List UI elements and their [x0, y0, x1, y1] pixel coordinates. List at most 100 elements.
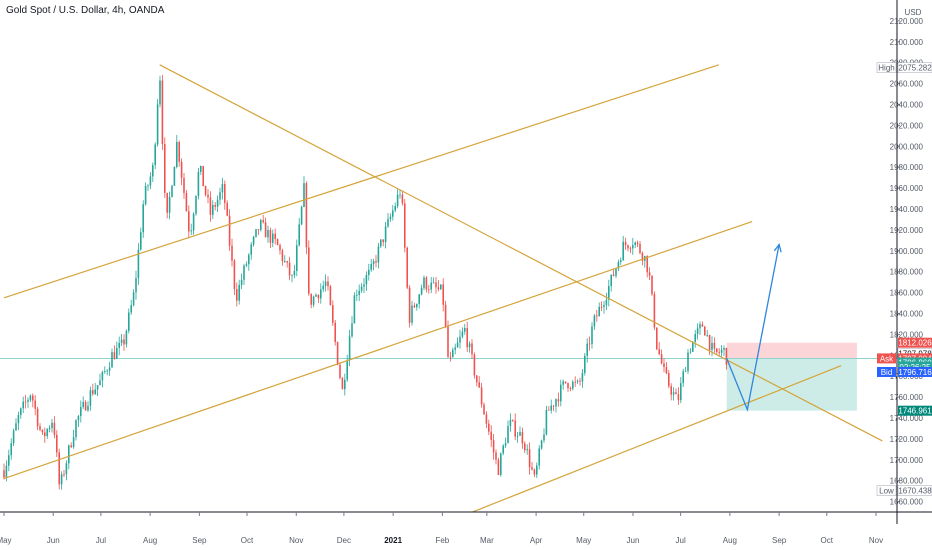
candle-body — [668, 373, 670, 387]
candle-body — [380, 239, 382, 247]
candle-body — [408, 287, 411, 323]
candle-body — [72, 437, 75, 448]
candle-body — [329, 286, 332, 306]
candle-body — [142, 204, 144, 233]
candle-body — [200, 166, 202, 172]
candle-body — [130, 305, 132, 313]
candle-body — [560, 384, 562, 402]
stop-loss-zone — [726, 342, 857, 359]
candle-body — [118, 342, 120, 349]
candle-body — [442, 284, 444, 305]
candle-body — [322, 285, 324, 290]
candle-body — [137, 249, 140, 278]
candle-body — [168, 196, 171, 213]
candle-body — [262, 220, 264, 223]
candle-body — [152, 165, 154, 177]
candle-body — [77, 416, 80, 421]
candle-body — [159, 80, 161, 105]
candle-body — [464, 328, 466, 332]
candle-body — [605, 299, 608, 306]
y-tick-label: 1840.000 — [890, 309, 924, 318]
candle-body — [617, 262, 620, 269]
candle-body — [32, 395, 34, 401]
candle-body — [248, 254, 250, 265]
candle-body — [555, 399, 557, 407]
candle-body — [504, 443, 507, 446]
candle-body — [17, 415, 20, 424]
candle-body — [670, 386, 672, 395]
position-zone — [0, 342, 897, 411]
candle-body — [521, 432, 524, 444]
candle-body — [699, 324, 701, 329]
candle-body — [581, 372, 584, 382]
candle-body — [312, 296, 315, 305]
price-badge-value: 1812.026 — [898, 339, 932, 348]
candle-body — [502, 445, 504, 454]
price-badge-prefix-box — [877, 353, 896, 364]
candle-body — [548, 409, 550, 411]
candle-body — [485, 414, 488, 424]
y-tick-label: 1700.000 — [890, 456, 924, 465]
candle-body — [420, 287, 423, 295]
candle-body — [156, 104, 159, 145]
candle-body — [185, 193, 188, 212]
y-tick-label: 1820.000 — [890, 330, 924, 339]
candle-body — [543, 434, 545, 441]
candle-body — [281, 250, 284, 262]
currency-label: USD — [905, 8, 922, 17]
candle-body — [284, 261, 286, 262]
price-badge-bid — [898, 366, 932, 377]
y-tick-label: 1680.000 — [890, 477, 924, 486]
candle-body — [399, 194, 401, 196]
candle-body — [116, 348, 118, 359]
candle-body — [111, 352, 113, 368]
candle-body — [99, 380, 101, 386]
candle-body — [576, 380, 579, 382]
candle-body — [512, 419, 514, 421]
candle-body — [588, 343, 591, 345]
candle-body — [557, 399, 560, 402]
y-tick-label: 1760.000 — [890, 393, 924, 402]
candle-body — [598, 306, 600, 317]
candle-body — [440, 284, 442, 290]
x-tick-label: Mar — [480, 536, 494, 545]
candle-body — [452, 349, 454, 358]
x-tick-label: Aug — [723, 536, 737, 545]
x-tick-label: Jun — [47, 536, 60, 545]
candle-body — [180, 161, 183, 178]
x-tick-label: Feb — [435, 536, 449, 545]
y-tick-label: 1660.000 — [890, 498, 924, 507]
price-badge-value: 1796.716 — [898, 368, 932, 377]
candle-body — [444, 304, 447, 327]
candle-body — [622, 241, 624, 261]
candle-body — [41, 429, 44, 433]
candle-body — [406, 247, 408, 288]
y-axis-ticks: 1660.000 1680.000 1700.000 1720.000 1740.000… — [890, 17, 924, 507]
candle-body — [10, 443, 12, 456]
candle-body — [656, 327, 658, 350]
candle-body — [562, 381, 564, 385]
candle-body — [12, 430, 15, 444]
candle-body — [188, 211, 190, 232]
trend-lines — [3, 64, 883, 513]
candle-body — [29, 395, 32, 400]
chart-title: Gold Spot / U.S. Dollar, 4h, OANDA — [6, 5, 165, 16]
candle-body — [401, 194, 404, 204]
candle-body — [243, 265, 245, 280]
candle-body — [624, 241, 627, 246]
candle-body — [672, 392, 675, 395]
candle-body — [716, 348, 718, 352]
candle-body — [680, 383, 682, 401]
candle-body — [694, 333, 696, 342]
candle-body — [636, 242, 639, 244]
trend-line — [3, 64, 719, 299]
price-badge-prefix-box — [876, 485, 897, 496]
candle-body — [389, 216, 392, 219]
y-tick-label: 2040.000 — [890, 100, 924, 109]
y-tick-label: 1980.000 — [890, 163, 924, 172]
candle-body — [665, 367, 668, 374]
x-tick-label: Sep — [772, 536, 787, 545]
candle-body — [574, 381, 576, 383]
candle-body — [228, 215, 231, 246]
